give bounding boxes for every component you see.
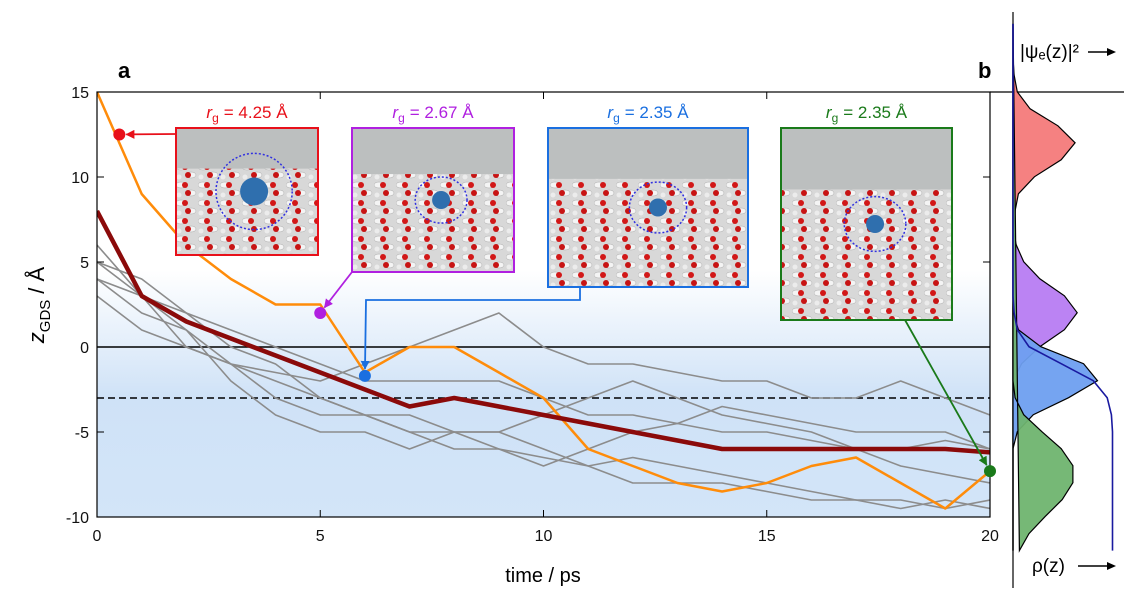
annotation-text: = 2.67 Å (410, 103, 474, 122)
label-arrowhead (1107, 48, 1116, 56)
y-tick-label: 0 (80, 340, 89, 357)
annotation-subscript: g (398, 111, 405, 125)
inset-electron (240, 178, 268, 206)
marker-point (359, 370, 371, 382)
x-tick-label: 0 (93, 528, 102, 545)
x-axis-label: time / ps (505, 565, 581, 587)
annotation-subscript: g (613, 111, 620, 125)
x-tick-label: 10 (535, 528, 553, 545)
marker-point (113, 129, 125, 141)
annotation-text: = 2.35 Å (625, 103, 689, 122)
y-tick-label: -10 (66, 510, 89, 527)
inset-vacuum (548, 128, 748, 179)
inset-vacuum (176, 128, 318, 169)
x-tick-label: 15 (758, 528, 776, 545)
inset-electron (866, 215, 884, 233)
panel-label: b (978, 58, 991, 83)
marker-point (314, 307, 326, 319)
annotation-text: = 4.25 Å (224, 103, 288, 122)
panel-label: a (118, 58, 131, 83)
inset-vacuum (781, 128, 952, 189)
marker-point (984, 465, 996, 477)
y-axis-label: zGDS / Å (24, 266, 54, 344)
inset-vacuum (352, 128, 514, 174)
y-tick-label: 5 (80, 255, 89, 272)
inset-electron (432, 191, 450, 209)
density-label: ρ(z) (1032, 556, 1065, 577)
y-tick-label: 15 (71, 85, 89, 102)
wavefunction-label: |ψₑ(z)|² (1020, 42, 1079, 63)
x-tick-label: 20 (981, 528, 999, 545)
y-tick-label: 10 (71, 170, 89, 187)
y-label-symbol: z (24, 332, 49, 344)
y-label-unit: / Å (24, 266, 49, 293)
annotation-text: = 2.35 Å (843, 103, 907, 122)
y-tick-label: -5 (75, 425, 89, 442)
annotation-subscript: g (212, 111, 219, 125)
annotation-subscript: g (832, 111, 839, 125)
label-arrowhead (1107, 562, 1116, 570)
inset-electron (649, 199, 667, 217)
y-label-subscript: GDS (37, 300, 54, 333)
x-tick-label: 5 (316, 528, 325, 545)
